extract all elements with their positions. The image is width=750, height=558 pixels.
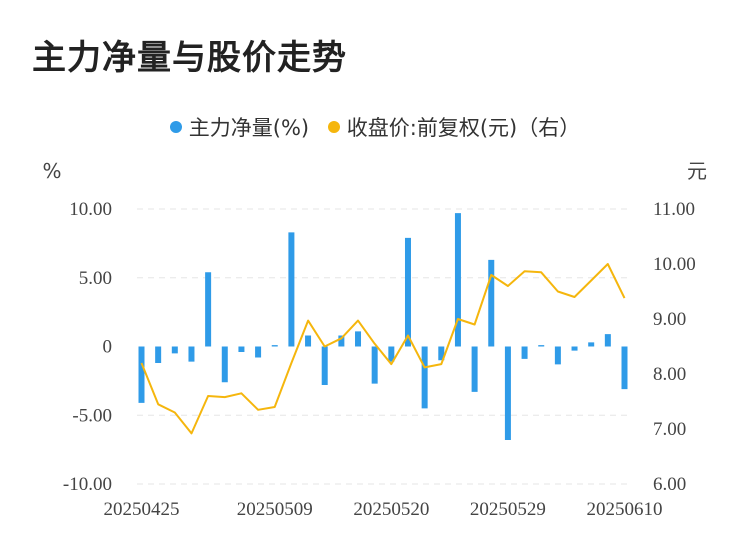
- bar: [588, 342, 595, 347]
- bar: [438, 346, 445, 361]
- bar: [621, 346, 628, 390]
- bar: [471, 346, 478, 392]
- bar: [604, 334, 611, 347]
- bar: [255, 346, 262, 358]
- legend-dot-close-price: [327, 121, 340, 133]
- bar: [504, 346, 511, 440]
- bar: [454, 213, 461, 347]
- bar: [138, 346, 145, 403]
- bar: [271, 345, 278, 347]
- right-tick-label: 10.00: [653, 254, 696, 275]
- x-tick-label: 20250509: [237, 499, 313, 520]
- left-tick-label: -10.00: [63, 474, 112, 495]
- x-tick-label: 20250610: [587, 499, 663, 520]
- right-tick-label: 8.00: [653, 364, 686, 385]
- legend-item-close-price[interactable]: 收盘价:前复权(元)（右）: [327, 112, 581, 142]
- bar: [188, 346, 195, 362]
- left-tick-label: 10.00: [69, 199, 112, 220]
- right-tick-label: 9.00: [653, 309, 686, 330]
- bar: [221, 346, 228, 383]
- legend-dot-net-volume: [169, 121, 182, 133]
- legend-item-net-volume[interactable]: 主力净量(%): [169, 112, 310, 142]
- bar: [404, 237, 411, 347]
- legend-label-net-volume: 主力净量(%): [188, 116, 310, 140]
- left-tick-label: 0: [103, 337, 113, 358]
- bar: [521, 346, 528, 359]
- price-line: [140, 263, 626, 435]
- bar: [338, 335, 345, 347]
- bar: [305, 335, 312, 347]
- right-tick-label: 7.00: [653, 419, 686, 440]
- bar: [488, 259, 495, 347]
- x-tick-label: 20250425: [104, 499, 180, 520]
- bar: [571, 346, 578, 351]
- bar: [321, 346, 328, 385]
- left-tick-label: 5.00: [79, 268, 112, 289]
- left-tick-label: -5.00: [72, 405, 112, 426]
- legend: 主力净量(%) 收盘价:前复权(元)（右）: [0, 112, 750, 142]
- bar: [355, 331, 362, 347]
- left-axis-unit: %: [42, 159, 61, 183]
- chart-title: 主力净量与股价走势: [32, 38, 347, 78]
- right-axis-unit: 元: [687, 159, 707, 183]
- right-tick-label: 11.00: [653, 199, 695, 220]
- bar: [288, 232, 295, 347]
- bar: [388, 346, 395, 362]
- bar: [205, 272, 212, 347]
- x-tick-label: 20250529: [470, 499, 546, 520]
- bar: [155, 346, 162, 363]
- right-tick-label: 6.00: [653, 474, 686, 495]
- bar: [171, 346, 178, 354]
- bar: [554, 346, 561, 365]
- bar: [238, 346, 245, 352]
- bar: [538, 345, 545, 347]
- legend-label-close-price: 收盘价:前复权(元)（右）: [346, 116, 581, 140]
- x-tick-label: 20250520: [353, 499, 429, 520]
- bar: [371, 346, 378, 384]
- bar: [421, 346, 428, 409]
